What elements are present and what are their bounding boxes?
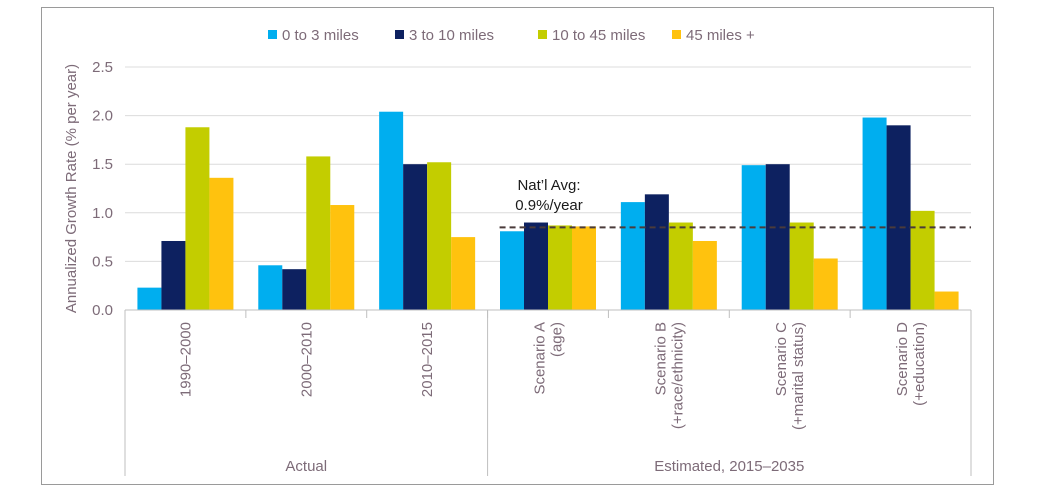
category-label: Scenario A (532, 322, 549, 395)
bar-0-to-3-miles (620, 202, 645, 310)
category-label: 2000–2010 (298, 322, 315, 397)
bar-0-to-3-miles (500, 231, 524, 310)
category-label: (+race/ethnicity) (669, 322, 686, 429)
y-tick-label: 1.5 (92, 156, 113, 173)
y-tick-label: 0.5 (92, 253, 113, 270)
national-average-label: 0.9%/year (515, 197, 583, 214)
bar-10-to-45-miles (668, 222, 693, 310)
y-tick-label: 2.0 (92, 108, 113, 125)
category-label: (+marital status) (790, 322, 807, 430)
legend-label: 10 to 45 miles (552, 27, 645, 44)
group-label: Actual (285, 458, 327, 475)
category-label: (age) (549, 322, 566, 357)
bar-10-to-45-miles (789, 222, 814, 310)
legend-label: 3 to 10 miles (409, 27, 494, 44)
bar-3-to-10-miles (644, 194, 669, 310)
bar-45-miles- (934, 291, 959, 310)
bar-0-to-3-miles (862, 117, 887, 310)
bar-10-to-45-miles (427, 162, 452, 310)
bar-3-to-10-miles (161, 240, 186, 310)
category-label: 1990–2000 (177, 322, 194, 397)
group-label: Estimated, 2015–2035 (654, 458, 804, 475)
y-tick-label: 2.5 (92, 59, 113, 76)
bar-10-to-45-miles (185, 127, 210, 310)
chart-frame: 0.0 0.5 1.0 1.5 2.0 2.5 Annualized Growth Rate… (41, 7, 994, 485)
bar-3-to-10-miles (403, 164, 428, 310)
bar-3-to-10-miles (282, 269, 307, 310)
bar-0-to-3-miles (258, 265, 283, 310)
bar-45-miles- (451, 237, 476, 310)
category-label: Scenario D (894, 322, 911, 396)
national-average-label: Nat’l Avg: (517, 177, 580, 194)
legend-label: 45 miles + (686, 27, 755, 44)
bar-3-to-10-miles (765, 164, 790, 310)
bar-45-miles- (813, 258, 838, 310)
bar-45-miles- (209, 177, 234, 310)
bar-0-to-3-miles (741, 165, 766, 310)
bar-10-to-45-miles (548, 225, 572, 310)
legend-swatch (672, 30, 681, 39)
bar-0-to-3-miles (137, 287, 162, 310)
legend-swatch (268, 30, 277, 39)
y-axis-title: Annualized Growth Rate (% per year) (63, 64, 80, 313)
category-label: Scenario C (773, 322, 790, 396)
bar-45-miles- (692, 240, 717, 310)
bar-0-to-3-miles (379, 111, 404, 310)
bar-10-to-45-miles (910, 210, 935, 310)
y-tick-label: 1.0 (92, 205, 113, 222)
bar-10-to-45-miles (306, 156, 331, 310)
legend-swatch (395, 30, 404, 39)
bar-3-to-10-miles (524, 222, 548, 310)
bar-3-to-10-miles (886, 125, 911, 310)
category-label: 2010–2015 (419, 322, 436, 397)
y-tick-label: 0.0 (92, 302, 113, 319)
bar-45-miles- (572, 226, 596, 310)
bar-chart: 0.0 0.5 1.0 1.5 2.0 2.5 Annualized Growth Rate… (63, 27, 972, 476)
legend-swatch (538, 30, 547, 39)
category-label: (+education) (911, 322, 928, 406)
bar-45-miles- (330, 205, 355, 310)
legend-label: 0 to 3 miles (282, 27, 359, 44)
category-label: Scenario B (652, 322, 669, 395)
